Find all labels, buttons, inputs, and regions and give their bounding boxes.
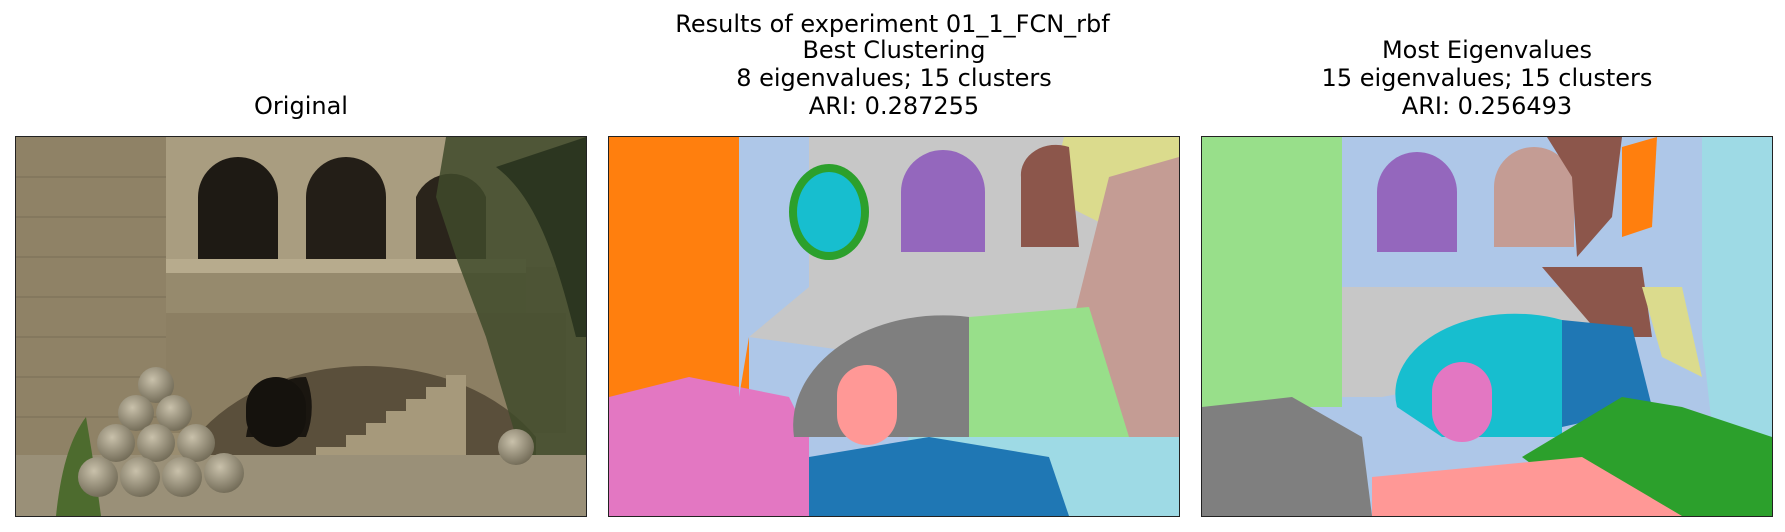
panel-title-line: Best Clustering (802, 36, 986, 64)
panel-title-line: ARI: 0.256493 (1401, 92, 1573, 120)
panel-best-clustering: Best Clustering 8 eigenvalues; 15 cluste… (608, 36, 1180, 517)
panel-title-line: ARI: 0.287255 (808, 92, 980, 120)
panel-title-most: Most Eigenvalues 15 eigenvalues; 15 clus… (1201, 36, 1773, 120)
panel-title-line: Most Eigenvalues (1381, 36, 1593, 64)
panel-title-original: Original (15, 92, 587, 120)
segmentation-most (1201, 136, 1773, 517)
segmentation-best (608, 136, 1180, 517)
figure-suptitle: Results of experiment 01_1_FCN_rbf (675, 10, 1110, 38)
original-image (15, 136, 587, 517)
panel-title-line: 8 eigenvalues; 15 clusters (736, 64, 1052, 92)
panel-title-line: 15 eigenvalues; 15 clusters (1321, 64, 1653, 92)
panel-original: Original (15, 92, 587, 517)
panel-title-best: Best Clustering 8 eigenvalues; 15 cluste… (608, 36, 1180, 120)
panel-title-line: Original (254, 92, 348, 120)
panel-most-eigenvalues: Most Eigenvalues 15 eigenvalues; 15 clus… (1201, 36, 1773, 517)
